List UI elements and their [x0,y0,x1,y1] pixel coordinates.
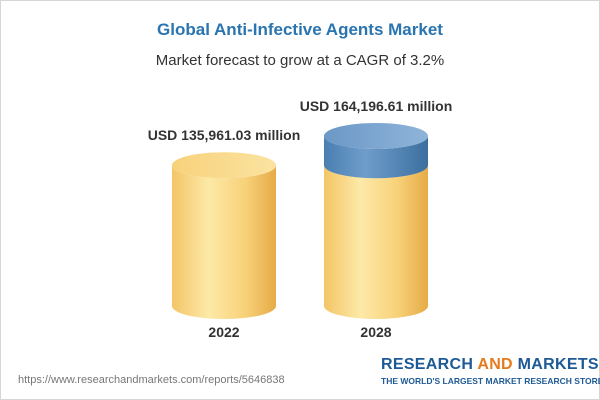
x-tick-2028: 2028 [360,324,392,340]
bar-2022 [172,165,276,319]
value-label-2028: USD 164,196.61 million [299,98,453,114]
chart-subtitle: Market forecast to grow at a CAGR of 3.2… [155,52,445,69]
x-tick-2022: 2022 [208,324,240,340]
bar-increment-2028 [324,136,428,179]
brand-tagline: THE WORLD'S LARGEST MARKET RESEARCH STOR… [381,376,600,386]
bar-top-2022 [172,152,276,179]
bar-top-2028 [324,123,428,149]
brand-logo: RESEARCH AND MARKETS THE WORLD'S LARGEST… [381,356,600,386]
brand-name: RESEARCH AND MARKETS [381,356,599,373]
value-label-2022: USD 135,961.03 million [147,127,301,143]
source-url: https://www.researchandmarkets.com/repor… [18,374,285,386]
chart-title: Global Anti-Infective Agents Market [157,20,443,39]
bar-base-2028 [324,165,428,319]
